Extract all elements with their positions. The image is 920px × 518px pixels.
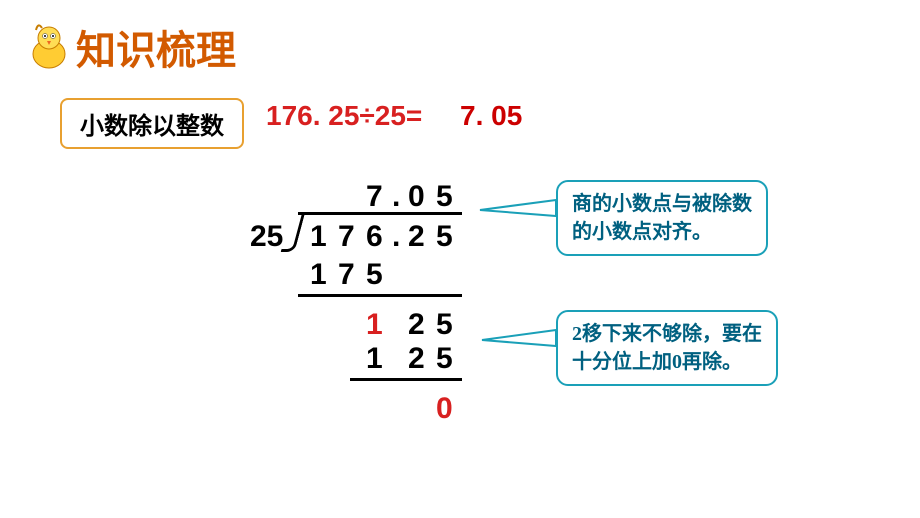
digit: 0 bbox=[436, 392, 453, 426]
callout-line: 商的小数点与被除数 bbox=[572, 190, 752, 218]
subtitle-box: 小数除以整数 bbox=[60, 98, 244, 149]
digit: . bbox=[392, 220, 400, 254]
equation-answer: 7. 05 bbox=[460, 100, 522, 132]
digit: 1 bbox=[366, 308, 383, 342]
digit: 5 bbox=[436, 220, 453, 254]
divisor: 25 bbox=[250, 220, 283, 254]
chick-icon bbox=[28, 24, 70, 70]
digit: 7 bbox=[338, 258, 355, 292]
digit: 5 bbox=[436, 342, 453, 376]
callout-tail bbox=[478, 196, 558, 222]
callout-line: 十分位上加0再除。 bbox=[572, 348, 762, 376]
callout-box: 商的小数点与被除数的小数点对齐。 bbox=[556, 180, 768, 256]
digit: 1 bbox=[310, 220, 327, 254]
digit: 5 bbox=[366, 258, 383, 292]
page-title: 知识梳理 bbox=[76, 18, 236, 76]
digit: 5 bbox=[436, 308, 453, 342]
digit: 5 bbox=[436, 180, 453, 214]
digit: 1 bbox=[366, 342, 383, 376]
callout-line: 的小数点对齐。 bbox=[572, 218, 752, 246]
digit: 7 bbox=[338, 220, 355, 254]
digit: 2 bbox=[408, 308, 425, 342]
digit: 7 bbox=[366, 180, 383, 214]
callout-line: 2移下来不够除，要在 bbox=[572, 320, 762, 348]
digit: 1 bbox=[310, 258, 327, 292]
digit: 0 bbox=[408, 180, 425, 214]
equation-expression: 176. 25÷25= bbox=[266, 100, 422, 132]
digit: 2 bbox=[408, 342, 425, 376]
digit: 2 bbox=[408, 220, 425, 254]
subtitle-text: 小数除以整数 bbox=[80, 114, 224, 140]
digit: . bbox=[392, 180, 400, 214]
digit: 6 bbox=[366, 220, 383, 254]
callout-box: 2移下来不够除，要在十分位上加0再除。 bbox=[556, 310, 778, 386]
callout-tail bbox=[480, 326, 558, 352]
